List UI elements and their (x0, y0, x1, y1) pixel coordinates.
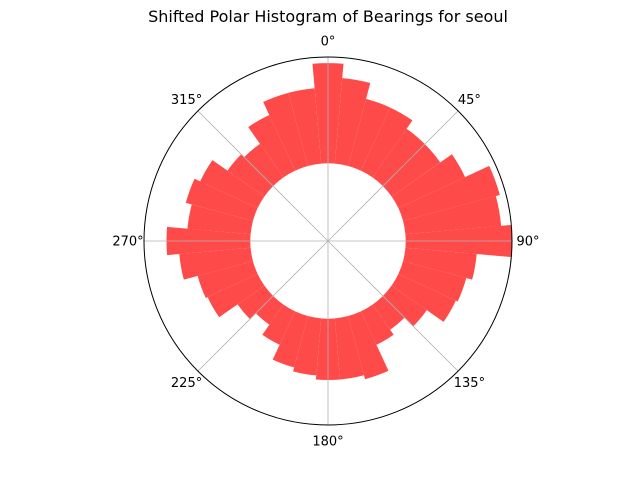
histogram-bar-160 (348, 311, 389, 380)
histogram-bar-140 (372, 295, 405, 330)
theta-tick-label-90: 90° (516, 235, 539, 250)
histogram-bar-310 (227, 154, 274, 197)
histogram-bar-130 (382, 285, 427, 327)
chart-title: Shifted Polar Histogram of Bearings for … (148, 7, 508, 26)
histogram-bar-110 (398, 261, 467, 302)
histogram-bar-40 (372, 128, 425, 187)
histogram-bar-30 (360, 107, 413, 178)
theta-tick-label-225: 225° (171, 376, 202, 391)
histogram-bar-340 (263, 92, 308, 171)
bars-layer (166, 63, 513, 381)
histogram-bar-150 (360, 304, 394, 345)
histogram-bar-320 (244, 143, 284, 187)
theta-tick-label-45: 45° (458, 93, 481, 108)
theta-tick-label-180: 180° (312, 435, 343, 450)
grid-spoke-45 (327, 110, 459, 242)
histogram-bar-170 (334, 316, 364, 380)
histogram-bar-230 (237, 285, 274, 320)
histogram-bar-20 (348, 98, 391, 171)
histogram-bar-50 (382, 144, 441, 197)
histogram-bar-300 (200, 160, 265, 209)
grid-spoke-135 (327, 240, 459, 372)
theta-tick-label-0: 0° (321, 35, 336, 50)
grid-spoke-225 (197, 240, 329, 372)
theta-tick-label-315: 315° (171, 93, 202, 108)
histogram-bar-220 (255, 295, 284, 325)
theta-tick-label-270: 270° (112, 235, 143, 250)
histogram-bar-350 (288, 88, 322, 166)
histogram-bar-190 (293, 316, 322, 376)
histogram-bar-120 (391, 273, 456, 322)
histogram-bar-250 (197, 261, 258, 299)
theta-ticks: 0° 45° 90° 135° 180° 225° 270° 315° (112, 35, 539, 450)
histogram-bar-280 (187, 204, 253, 235)
histogram-bar-330 (248, 115, 296, 178)
histogram-bar-100 (403, 247, 477, 280)
grid-layer (144, 57, 512, 425)
histogram-bar-10 (334, 78, 371, 166)
histogram-bar-210 (262, 304, 296, 345)
histogram-bar-80 (403, 196, 502, 235)
theta-tick-label-135: 135° (454, 376, 485, 391)
histogram-bar-240 (207, 273, 265, 318)
histogram-bar-260 (179, 247, 253, 280)
histogram-bar-200 (272, 311, 308, 368)
histogram-bar-290 (185, 178, 258, 221)
grid-spoke-315 (197, 110, 329, 242)
polar-outer-ring (143, 56, 513, 426)
histogram-bar-60 (391, 154, 466, 209)
histogram-bar-70 (398, 165, 500, 221)
